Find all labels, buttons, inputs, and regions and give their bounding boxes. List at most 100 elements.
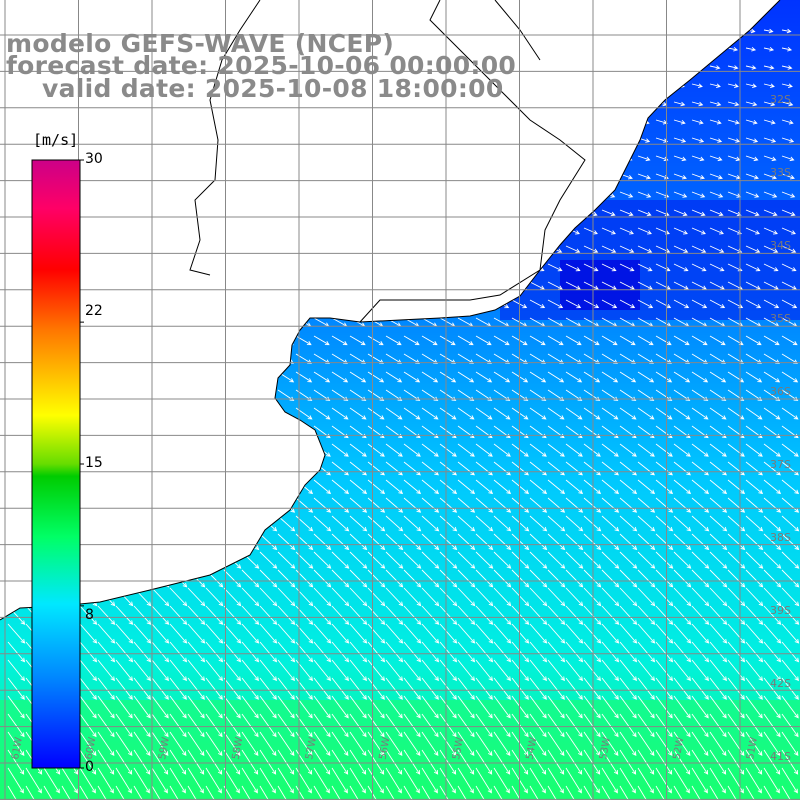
wind-arrow (655, 713, 673, 738)
wind-arrow (313, 749, 331, 775)
model-title: modelo GEFS-WAVE (NCEP) (6, 29, 395, 58)
wind-arrow (457, 551, 476, 569)
wind-arrow (421, 731, 439, 757)
longitude-label: 52W (672, 736, 687, 760)
wind-arrow (727, 371, 745, 383)
wind-arrow (745, 83, 757, 88)
wind-arrow (421, 605, 440, 625)
wind-arrow (673, 713, 691, 738)
wind-arrow (565, 371, 583, 383)
wind-arrow (763, 173, 777, 180)
wind-arrow (763, 497, 782, 513)
wind-arrow (349, 785, 366, 800)
wind-arrow (637, 713, 655, 738)
wind-arrow (691, 749, 709, 775)
wind-arrow (475, 443, 493, 457)
wind-arrow (439, 479, 458, 495)
wind-arrow (691, 83, 703, 88)
wind-arrow (115, 713, 133, 738)
wind-arrow (529, 407, 547, 420)
wind-arrow (781, 677, 799, 700)
wind-arrow (637, 587, 656, 607)
wind-arrow (403, 785, 420, 800)
wind-arrow (421, 515, 440, 532)
wind-arrow (583, 515, 602, 532)
wind-arrow (691, 731, 709, 757)
wind-arrow (619, 641, 638, 663)
wind-arrow (313, 641, 332, 663)
wind-arrow (781, 299, 798, 309)
wind-arrow (529, 281, 545, 290)
wind-arrow (709, 191, 724, 198)
wind-arrow (673, 785, 690, 800)
wind-arrow (763, 731, 781, 757)
wind-arrow (745, 101, 758, 107)
wind-arrow (745, 785, 762, 800)
wind-arrow (331, 551, 350, 569)
wind-arrow (565, 299, 582, 309)
wind-arrow (511, 605, 530, 625)
wind-arrow (763, 227, 778, 235)
wind-arrow (727, 46, 739, 52)
longitude-label: 58W (231, 736, 246, 760)
longitude-label: 51W (745, 736, 760, 760)
wind-arrow (763, 605, 782, 625)
wind-arrow (367, 551, 386, 569)
wind-arrow (439, 641, 458, 663)
wind-arrow (673, 497, 692, 513)
wind-arrow (601, 281, 617, 290)
wind-arrow (457, 353, 474, 364)
wind-arrow (511, 659, 529, 682)
wind-arrow (367, 605, 386, 625)
wind-arrow (709, 767, 726, 794)
wind-arrow (475, 461, 493, 476)
wind-arrow (349, 695, 367, 719)
wind-arrow (601, 209, 616, 217)
wind-arrow (133, 785, 150, 800)
wind-arrow (421, 569, 440, 588)
wind-arrow (673, 335, 690, 346)
wind-arrow (385, 407, 403, 420)
wind-arrow (493, 659, 511, 682)
wind-arrow (565, 551, 584, 569)
wind-arrow (763, 209, 778, 217)
wind-arrow (709, 677, 727, 700)
wind-arrow (259, 551, 278, 569)
wind-arrow (781, 281, 797, 290)
wind-arrow (691, 695, 709, 719)
longitude-label: 53W (598, 736, 613, 760)
wind-arrow (781, 641, 800, 663)
wind-arrow (727, 119, 740, 125)
wind-arrow (385, 605, 404, 625)
wind-arrow (709, 533, 728, 551)
wind-arrow (349, 371, 367, 383)
wind-arrow (169, 623, 188, 644)
wind-arrow (457, 587, 476, 607)
wind-arrow (529, 677, 547, 700)
wind-arrow (151, 677, 169, 700)
wind-arrow (457, 497, 476, 513)
wind-arrow (709, 515, 728, 532)
wind-arrow (493, 497, 512, 513)
wind-arrow (727, 569, 746, 588)
wind-arrow (745, 551, 764, 569)
wind-arrow (745, 209, 760, 217)
latitude-label: 35S (770, 312, 791, 325)
wind-arrow (601, 263, 617, 272)
wind-arrow (439, 605, 458, 625)
wind-arrow (763, 767, 780, 794)
wind-arrow (403, 677, 421, 700)
wind-arrow (331, 533, 350, 551)
wind-arrow (637, 749, 655, 775)
wind-arrow (439, 353, 456, 364)
wind-arrow (781, 443, 799, 457)
wind-arrow (511, 515, 530, 532)
wind-arrow (547, 263, 563, 272)
wind-arrow (763, 119, 776, 125)
wind-arrow (601, 569, 620, 588)
wind-arrow (745, 299, 762, 309)
wind-arrow (763, 677, 781, 700)
wind-arrow (583, 677, 601, 700)
wind-arrow (331, 479, 350, 495)
wind-arrow (691, 119, 704, 125)
